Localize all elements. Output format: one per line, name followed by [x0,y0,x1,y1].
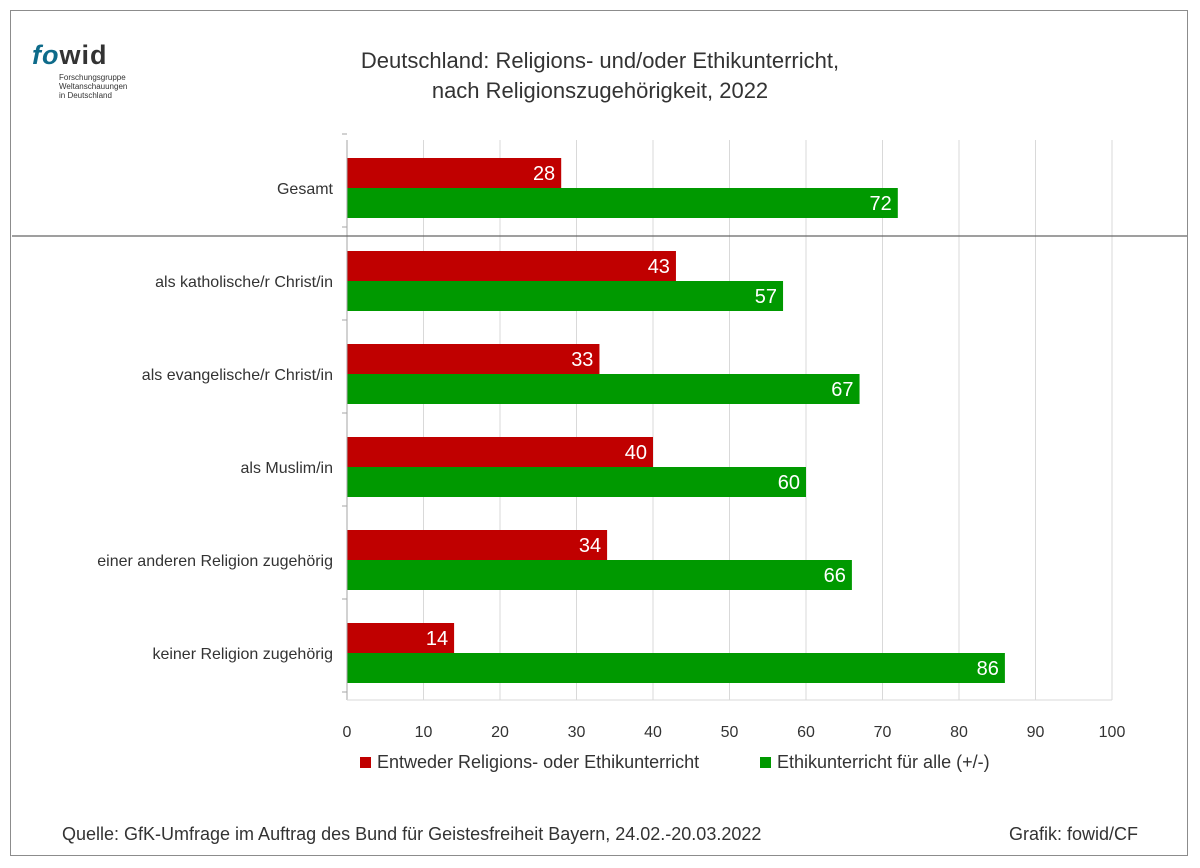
credit-note: Grafik: fowid/CF [1008,824,1138,844]
x-tick-label: 50 [721,724,739,741]
data-label: 43 [648,256,670,278]
category-label: als Muslim/in [241,460,333,477]
chart-title-line2: nach Religionszugehörigkeit, 2022 [431,78,769,103]
x-tick-label: 0 [343,724,352,741]
chart-title-line1: Deutschland: Religions- und/oder Ethikun… [360,48,840,73]
logo-subtitle: Forschungsgruppe Weltanschauungen in Deu… [59,73,128,100]
source-note: Quelle: GfK-Umfrage im Auftrag des Bund … [62,824,762,844]
category-label: einer anderen Religion zugehörig [97,553,333,570]
fowid-logo: fowid Forschungsgruppe Weltanschauungen … [32,40,152,130]
legend-swatch [760,757,771,768]
legend-label: Entweder Religions- oder Ethikunterricht [377,752,699,772]
data-label: 60 [778,472,800,494]
bar [347,344,600,374]
legend-label: Ethikunterricht für alle (+/-) [777,752,990,772]
data-label: 28 [533,163,555,185]
bar [347,437,653,467]
bar [347,653,1005,683]
data-label: 66 [824,565,846,587]
bar [347,623,455,653]
bar [347,374,860,404]
data-label: 57 [755,286,777,308]
bar [347,188,898,218]
category-label: Gesamt [277,181,334,198]
legend-swatch [360,757,371,768]
bar [347,281,784,311]
x-tick-label: 90 [1027,724,1045,741]
x-tick-label: 100 [1099,724,1126,741]
x-tick-label: 60 [797,724,815,741]
x-tick-label: 20 [491,724,509,741]
x-tick-label: 10 [415,724,433,741]
category-label: keiner Religion zugehörig [152,646,333,663]
bar [347,560,852,590]
data-label: 33 [571,349,593,371]
data-label: 72 [870,193,892,215]
chart-title: Deutschland: Religions- und/oder Ethikun… [300,46,900,106]
bar [347,158,562,188]
data-label: 14 [426,628,448,650]
data-label: 40 [625,442,647,464]
data-label: 34 [579,535,601,557]
chart-frame [10,10,1188,856]
data-label: 67 [831,379,853,401]
x-tick-label: 70 [874,724,892,741]
category-label: als evangelische/r Christ/in [142,367,333,384]
x-tick-label: 80 [950,724,968,741]
bar [347,530,608,560]
category-label: als katholische/r Christ/in [155,274,333,291]
bar [347,251,676,281]
data-label: 86 [977,658,999,680]
x-tick-label: 40 [644,724,662,741]
x-tick-label: 30 [568,724,586,741]
bar [347,467,806,497]
logo-wordmark: fowid [32,40,108,70]
